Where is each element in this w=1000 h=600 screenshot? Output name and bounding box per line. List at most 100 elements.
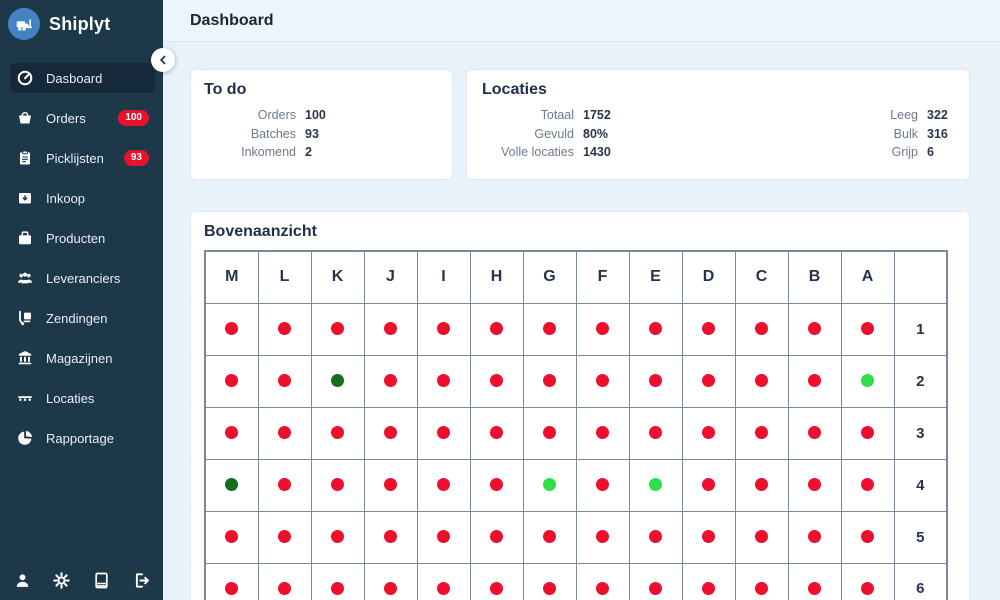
grid-cell-K6[interactable] (310, 562, 365, 600)
grid-cell-D1[interactable] (681, 302, 736, 356)
grid-cell-M2[interactable] (204, 354, 259, 408)
logout-icon[interactable] (131, 570, 151, 590)
collapse-sidebar-button[interactable] (151, 48, 175, 72)
grid-cell-B5[interactable] (787, 510, 842, 564)
grid-cell-M1[interactable] (204, 302, 259, 356)
grid-cell-B1[interactable] (787, 302, 842, 356)
sidebar-item-dasboard[interactable]: Dasboard (10, 63, 155, 93)
grid-cell-C4[interactable] (734, 458, 789, 512)
location-status-dot (437, 426, 450, 440)
grid-cell-K1[interactable] (310, 302, 365, 356)
grid-cell-J3[interactable] (363, 406, 418, 460)
grid-cell-C5[interactable] (734, 510, 789, 564)
grid-cell-G6[interactable] (522, 562, 577, 600)
grid-cell-J2[interactable] (363, 354, 418, 408)
sidebar-item-picklijsten[interactable]: Picklijsten 93 (10, 143, 155, 173)
grid-cell-E5[interactable] (628, 510, 683, 564)
grid-cell-J6[interactable] (363, 562, 418, 600)
grid-cell-K3[interactable] (310, 406, 365, 460)
sidebar-item-zendingen[interactable]: Zendingen (10, 303, 155, 333)
grid-cell-I1[interactable] (416, 302, 471, 356)
grid-cell-A1[interactable] (840, 302, 895, 356)
grid-cell-F4[interactable] (575, 458, 630, 512)
grid-cell-C1[interactable] (734, 302, 789, 356)
grid-cell-C3[interactable] (734, 406, 789, 460)
grid-cell-H5[interactable] (469, 510, 524, 564)
people-icon (16, 269, 34, 287)
grid-cell-A6[interactable] (840, 562, 895, 600)
grid-cell-H1[interactable] (469, 302, 524, 356)
grid-cell-F5[interactable] (575, 510, 630, 564)
grid-cell-M6[interactable] (204, 562, 259, 600)
grid-cell-G3[interactable] (522, 406, 577, 460)
grid-cell-C6[interactable] (734, 562, 789, 600)
manual-icon[interactable] (91, 570, 111, 590)
stat-label: Gevuld (534, 126, 574, 141)
grid-cell-A5[interactable] (840, 510, 895, 564)
grid-cell-D3[interactable] (681, 406, 736, 460)
grid-cell-B4[interactable] (787, 458, 842, 512)
grid-cell-J4[interactable] (363, 458, 418, 512)
sidebar-item-producten[interactable]: Producten (10, 223, 155, 253)
grid-cell-J5[interactable] (363, 510, 418, 564)
sidebar-item-rapportage[interactable]: Rapportage (10, 423, 155, 453)
grid-cell-F3[interactable] (575, 406, 630, 460)
grid-cell-A2[interactable] (840, 354, 895, 408)
grid-cell-F6[interactable] (575, 562, 630, 600)
grid-cell-A3[interactable] (840, 406, 895, 460)
grid-cell-L6[interactable] (257, 562, 312, 600)
grid-cell-M5[interactable] (204, 510, 259, 564)
grid-cell-B2[interactable] (787, 354, 842, 408)
grid-cell-I2[interactable] (416, 354, 471, 408)
sidebar-item-magazijnen[interactable]: Magazijnen (10, 343, 155, 373)
grid-cell-I3[interactable] (416, 406, 471, 460)
grid-cell-E6[interactable] (628, 562, 683, 600)
grid-cell-K5[interactable] (310, 510, 365, 564)
grid-cell-D6[interactable] (681, 562, 736, 600)
grid-cell-L3[interactable] (257, 406, 312, 460)
sidebar-item-leveranciers[interactable]: Leveranciers (10, 263, 155, 293)
grid-cell-M4[interactable] (204, 458, 259, 512)
grid-cell-E2[interactable] (628, 354, 683, 408)
grid-cell-F1[interactable] (575, 302, 630, 356)
grid-cell-C2[interactable] (734, 354, 789, 408)
sidebar-item-inkoop[interactable]: Inkoop (10, 183, 155, 213)
sidebar-item-locaties[interactable]: Locaties (10, 383, 155, 413)
grid-cell-K4[interactable] (310, 458, 365, 512)
grid-cell-E1[interactable] (628, 302, 683, 356)
grid-cell-I6[interactable] (416, 562, 471, 600)
grid-cell-H4[interactable] (469, 458, 524, 512)
gear-icon[interactable] (52, 570, 72, 590)
grid-cell-I4[interactable] (416, 458, 471, 512)
grid-cell-M3[interactable] (204, 406, 259, 460)
grid-cell-D5[interactable] (681, 510, 736, 564)
grid-cell-D4[interactable] (681, 458, 736, 512)
grid-cell-H3[interactable] (469, 406, 524, 460)
grid-cell-H2[interactable] (469, 354, 524, 408)
grid-cell-L2[interactable] (257, 354, 312, 408)
grid-cell-L1[interactable] (257, 302, 312, 356)
grid-cell-I5[interactable] (416, 510, 471, 564)
grid-cell-G4[interactable] (522, 458, 577, 512)
grid-cell-H6[interactable] (469, 562, 524, 600)
grid-cell-D2[interactable] (681, 354, 736, 408)
grid-cell-A4[interactable] (840, 458, 895, 512)
grid-cell-G2[interactable] (522, 354, 577, 408)
grid-cell-L5[interactable] (257, 510, 312, 564)
grid-cell-J1[interactable] (363, 302, 418, 356)
grid-cell-G1[interactable] (522, 302, 577, 356)
grid-cell-F2[interactable] (575, 354, 630, 408)
grid-cell-B3[interactable] (787, 406, 842, 460)
grid-cell-K2[interactable] (310, 354, 365, 408)
grid-cell-L4[interactable] (257, 458, 312, 512)
location-status-dot (278, 426, 291, 440)
grid-cell-B6[interactable] (787, 562, 842, 600)
location-status-dot (808, 530, 821, 544)
location-status-dot (278, 322, 291, 336)
grid-cell-E4[interactable] (628, 458, 683, 512)
grid-cell-G5[interactable] (522, 510, 577, 564)
user-icon[interactable] (12, 570, 32, 590)
grid-cell-E3[interactable] (628, 406, 683, 460)
stat-value: 1430 (583, 145, 611, 159)
sidebar-item-orders[interactable]: Orders 100 (10, 103, 155, 133)
